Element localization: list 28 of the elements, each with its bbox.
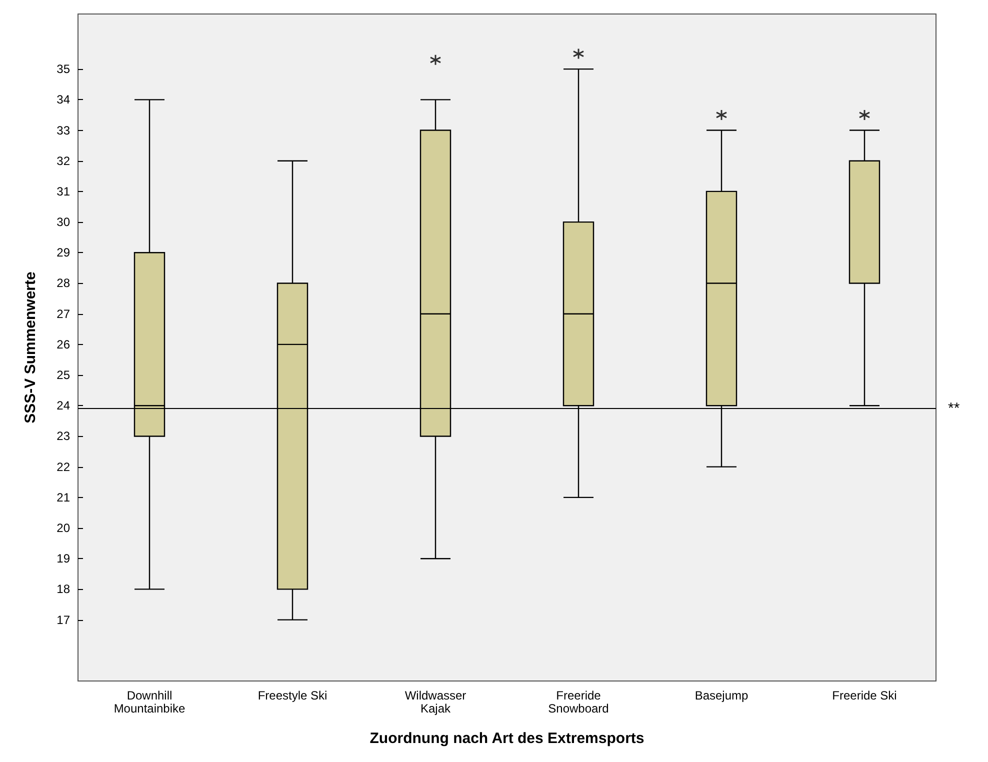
x-tick-label: Freestyle Ski: [258, 688, 328, 702]
y-tick-label: 33: [56, 123, 70, 138]
y-tick-label: 22: [56, 460, 70, 474]
y-tick-label: 35: [56, 62, 70, 76]
y-tick-label: 27: [56, 306, 70, 321]
y-tick-label: 17: [56, 612, 70, 627]
y-tick-label: 21: [56, 490, 70, 504]
y-tick-label: 28: [56, 276, 70, 290]
y-tick-label: 32: [56, 154, 70, 168]
ref-line-label: **: [948, 400, 960, 418]
y-tick-label: 30: [56, 215, 70, 230]
y-tick-label: 29: [56, 246, 70, 260]
x-axis-title: Zuordnung nach Art des Extremsports: [370, 730, 644, 747]
x-tick-label: Wildwasser Kajak: [404, 688, 466, 716]
y-axis-title: SSS-V Summenwerte: [22, 272, 39, 424]
y-tick-label: 25: [56, 368, 70, 382]
x-tick-label: Basejump: [694, 688, 748, 702]
y-tick-label: 20: [56, 521, 70, 536]
y-tick-label: 31: [56, 184, 70, 198]
y-tick-label: 24: [56, 398, 70, 413]
x-tick-label: Freeride Snowboard: [548, 688, 609, 716]
x-tick-label: Freeride Ski: [832, 688, 897, 702]
y-tick-label: 19: [56, 552, 70, 566]
y-tick-label: 23: [56, 429, 70, 444]
x-tick-label: Downhill Mountainbike: [114, 688, 186, 716]
y-tick-label: 34: [56, 92, 70, 107]
y-tick-label: 26: [56, 337, 70, 352]
y-tick-label: 18: [56, 582, 70, 596]
